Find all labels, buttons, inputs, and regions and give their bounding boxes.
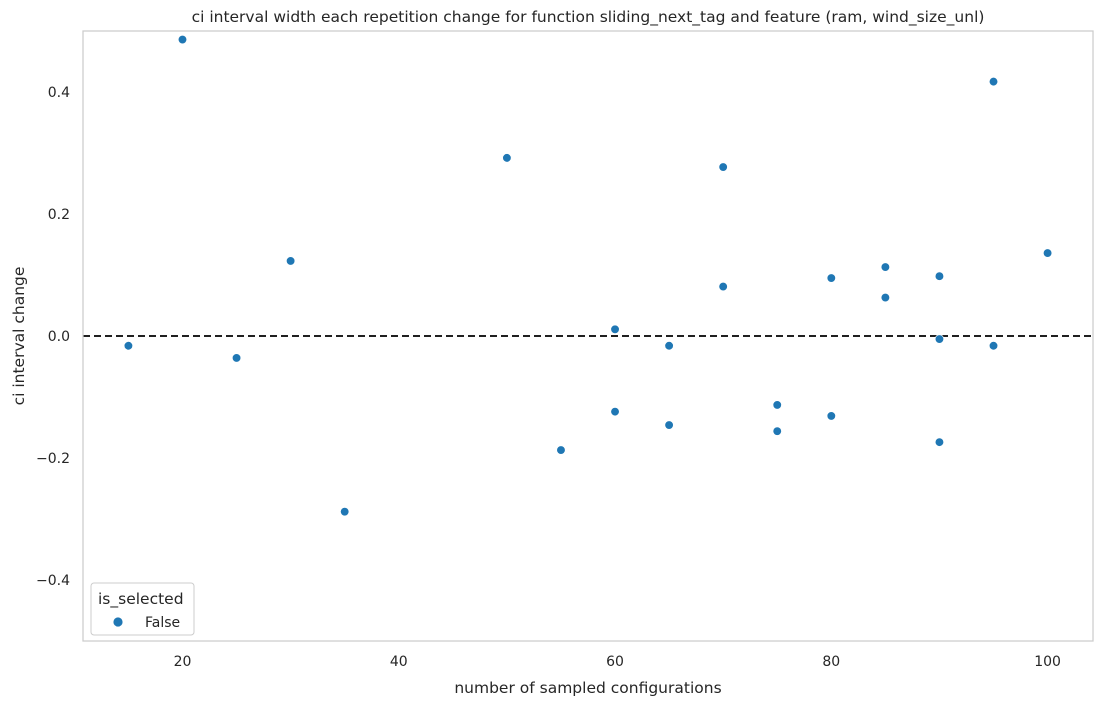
y-tick-labels: 0.4 0.2 0.0 −0.2 −0.4 — [36, 85, 70, 589]
data-point — [123, 341, 134, 351]
data-point — [934, 334, 945, 344]
legend-marker — [112, 616, 124, 628]
data-point — [664, 420, 674, 430]
x-tick-label: 80 — [822, 654, 840, 670]
data-point — [988, 76, 999, 87]
x-tick-label: 40 — [390, 654, 408, 670]
data-point — [826, 411, 836, 421]
data-point — [934, 437, 945, 447]
data-point — [556, 445, 566, 455]
data-point — [610, 324, 620, 334]
x-axis-label: number of sampled configurations — [454, 679, 721, 697]
y-tick-label: 0.2 — [48, 207, 70, 223]
x-tick-labels: 20 40 60 80 100 — [174, 654, 1061, 670]
legend-entry-false: False — [145, 615, 180, 631]
y-tick-label: −0.4 — [36, 573, 70, 589]
legend: is_selected False — [90, 582, 195, 636]
x-tick-label: 20 — [174, 654, 192, 670]
x-tick-label: 60 — [606, 654, 624, 670]
data-point — [988, 341, 999, 351]
data-point — [718, 162, 728, 172]
data-point — [231, 353, 242, 363]
y-axis-label: ci interval change — [10, 267, 28, 406]
data-point — [1042, 248, 1053, 258]
plot-frame — [82, 30, 1094, 642]
data-point — [502, 153, 512, 163]
data-point — [610, 406, 620, 417]
data-point — [880, 292, 891, 303]
data-point — [718, 281, 728, 292]
data-point — [285, 256, 296, 266]
y-tick-label: 0.0 — [48, 329, 70, 345]
legend-title: is_selected — [98, 590, 184, 609]
data-point — [772, 426, 782, 436]
data-point — [664, 341, 674, 351]
data-point — [934, 271, 945, 281]
y-tick-label: −0.2 — [36, 451, 70, 467]
y-tick-label: 0.4 — [48, 85, 70, 101]
data-point — [772, 400, 782, 410]
data-point — [177, 34, 188, 45]
data-point — [880, 262, 891, 272]
data-points-layer — [123, 34, 1053, 517]
x-tick-label: 100 — [1034, 654, 1061, 670]
chart-title: ci interval width each repetition change… — [192, 8, 985, 27]
data-point — [340, 507, 350, 517]
data-point — [826, 273, 836, 283]
